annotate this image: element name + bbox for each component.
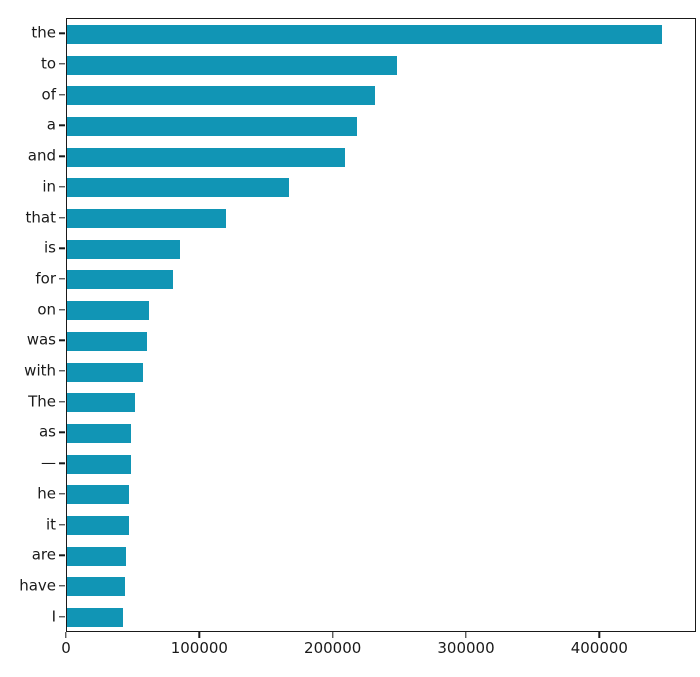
y-tick-mark <box>59 278 65 280</box>
y-tick-mark <box>59 124 65 127</box>
bar-in <box>67 178 289 198</box>
y-tick-label: are <box>31 545 56 564</box>
x-tick-mark <box>331 632 334 638</box>
x-tick-mark <box>198 632 201 638</box>
bar-he <box>67 485 130 505</box>
bar-is <box>67 239 180 259</box>
bar-for <box>67 270 174 290</box>
bar-and <box>67 147 345 167</box>
bar-with <box>67 362 144 382</box>
x-tick-label: 0 <box>61 639 71 657</box>
y-tick-label: of <box>41 85 56 104</box>
y-tick-mark <box>59 308 65 311</box>
y-tick-label: is <box>44 238 56 257</box>
y-tick-mark <box>59 585 65 587</box>
bar-it <box>67 516 130 536</box>
y-tick-label: he <box>37 484 56 503</box>
y-tick-mark <box>59 186 65 188</box>
plot-area <box>66 18 696 632</box>
bar-the <box>67 24 663 44</box>
y-tick-label: for <box>35 269 56 288</box>
bar-I <box>67 608 124 628</box>
y-tick-mark <box>59 63 65 65</box>
bar-on <box>67 301 150 321</box>
bar-as <box>67 423 132 443</box>
bar-that <box>67 209 227 229</box>
x-tick-label: 200000 <box>304 639 362 657</box>
x-tick-mark <box>465 632 467 638</box>
y-tick-mark <box>59 523 65 526</box>
y-tick-label: a <box>46 115 56 134</box>
x-tick-label: 400000 <box>570 639 628 657</box>
y-tick-mark <box>59 216 65 219</box>
y-tick-mark <box>59 615 65 618</box>
bar-a <box>67 116 357 136</box>
y-tick-label: with <box>24 361 56 380</box>
y-tick-label: the <box>31 23 56 42</box>
bar-are <box>67 546 127 566</box>
bar-was <box>67 331 147 351</box>
y-tick-label: to <box>40 54 56 73</box>
bar-— <box>67 454 131 474</box>
y-tick-mark <box>59 155 65 157</box>
y-tick-mark <box>59 94 65 96</box>
y-tick-label: it <box>45 515 56 534</box>
y-tick-mark <box>59 32 65 35</box>
x-tick-mark <box>65 632 67 638</box>
y-tick-mark <box>59 247 65 249</box>
x-tick-label: 300000 <box>437 639 495 657</box>
x-tick-mark <box>598 632 601 638</box>
bar-of <box>67 86 376 106</box>
y-tick-label: in <box>42 177 56 196</box>
bar-The <box>67 393 135 413</box>
y-tick-label: have <box>19 576 56 595</box>
y-tick-label: as <box>38 422 56 441</box>
y-tick-mark <box>59 462 65 464</box>
y-tick-label: was <box>26 330 56 349</box>
y-tick-mark <box>59 493 65 495</box>
y-tick-mark <box>59 401 65 403</box>
y-tick-label: The <box>28 392 56 411</box>
y-tick-label: and <box>27 146 56 165</box>
bar-have <box>67 577 125 597</box>
y-tick-mark <box>59 339 65 342</box>
y-tick-mark <box>59 431 65 434</box>
x-tick-label: 100000 <box>170 639 228 657</box>
y-tick-mark <box>59 370 65 372</box>
y-tick-label: on <box>37 300 56 319</box>
y-tick-label: that <box>25 208 56 227</box>
bar-to <box>67 55 397 75</box>
y-tick-mark <box>59 554 65 556</box>
y-tick-label: I <box>51 607 56 626</box>
y-tick-label: — <box>41 453 56 472</box>
